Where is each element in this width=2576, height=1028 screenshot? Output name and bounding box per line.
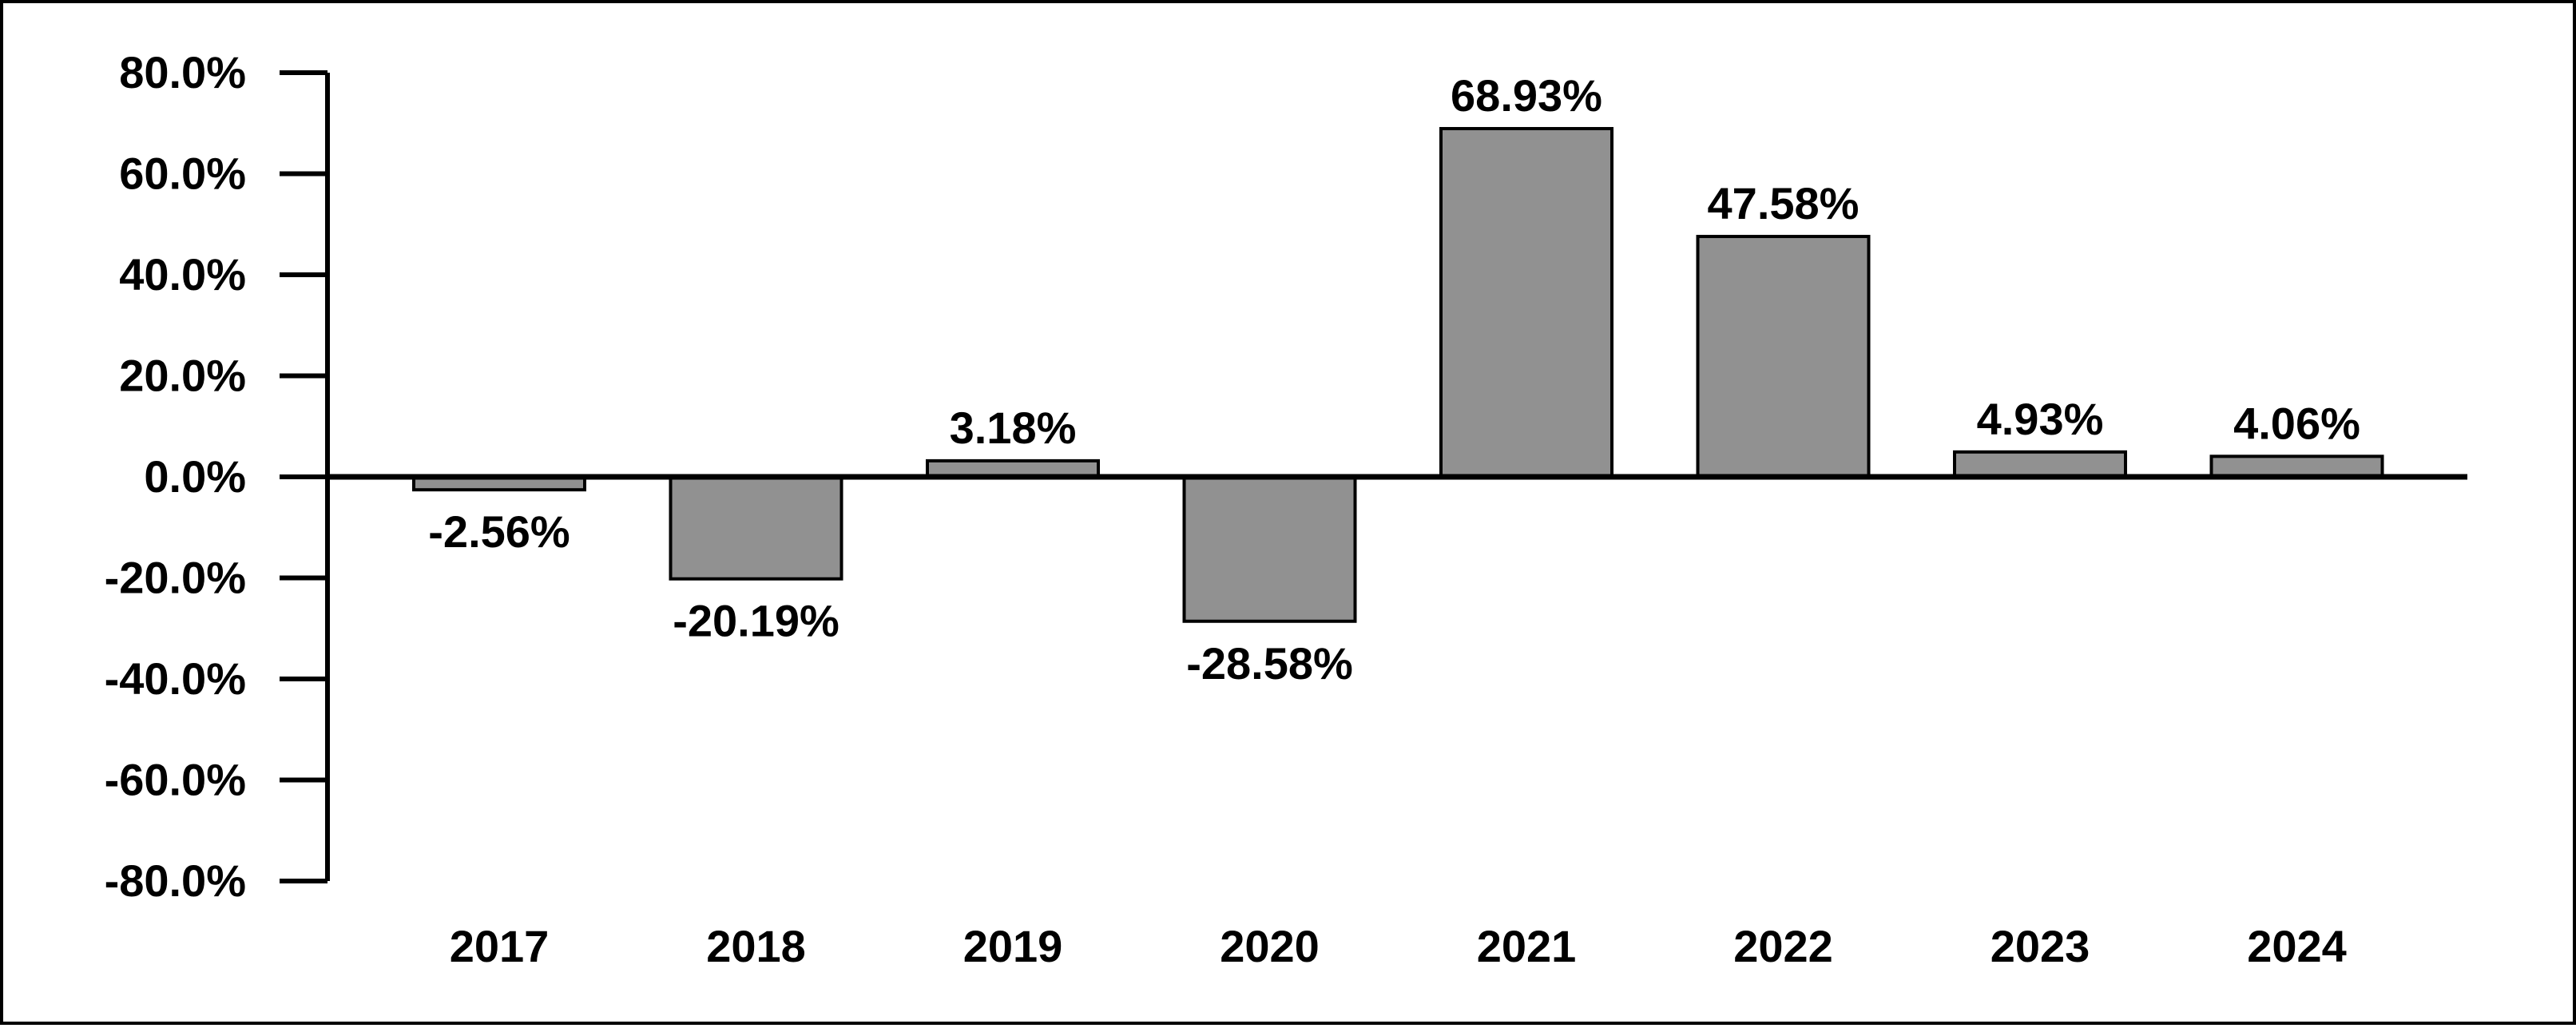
bars bbox=[412, 127, 2384, 623]
data-label-2021: 68.93% bbox=[1451, 70, 1602, 121]
x-tick-label-2018: 2018 bbox=[706, 921, 806, 971]
y-axis: 80.0% 60.0% 40.0% 20.0% 0.0% -20.0% -40.0% -60.… bbox=[105, 47, 330, 906]
bar-2024 bbox=[2209, 454, 2384, 478]
data-labels: -2.56% -20.19% 3.18% -28.58% 68.93% 47.58% 4.9… bbox=[428, 70, 2360, 689]
x-tick-label-2024: 2024 bbox=[2247, 921, 2347, 971]
y-tick-label: -20.0% bbox=[105, 553, 246, 603]
y-tick-label: -80.0% bbox=[105, 855, 246, 906]
data-label-2024: 4.06% bbox=[2233, 398, 2360, 448]
y-tick-label: 40.0% bbox=[119, 249, 246, 300]
bar-2020 bbox=[1182, 475, 1357, 623]
x-tick-label-2022: 2022 bbox=[1733, 921, 1833, 971]
x-axis-labels: 2017 2018 2019 2020 2021 2022 2023 2024 bbox=[450, 921, 2347, 971]
y-tick-label: 20.0% bbox=[119, 351, 246, 401]
bar-2023 bbox=[1953, 450, 2127, 478]
data-label-2020: -28.58% bbox=[1186, 638, 1353, 689]
bar-2018 bbox=[669, 475, 843, 581]
data-label-2019: 3.18% bbox=[950, 403, 1077, 453]
data-label-2018: -20.19% bbox=[673, 596, 839, 646]
x-tick-label-2023: 2023 bbox=[1991, 921, 2090, 971]
y-tick-label: 0.0% bbox=[144, 451, 246, 502]
y-tick-label: -60.0% bbox=[105, 755, 246, 805]
data-label-2022: 47.58% bbox=[1708, 178, 1860, 228]
bar-2021 bbox=[1439, 127, 1613, 478]
y-tick-label: -40.0% bbox=[105, 653, 246, 704]
x-tick-label-2021: 2021 bbox=[1477, 921, 1577, 971]
x-tick-label-2020: 2020 bbox=[1220, 921, 1320, 971]
data-label-2017: -2.56% bbox=[428, 506, 570, 557]
x-tick-label-2017: 2017 bbox=[450, 921, 550, 971]
y-tick-label: 80.0% bbox=[119, 47, 246, 97]
bar-2022 bbox=[1696, 235, 1871, 478]
data-label-2023: 4.93% bbox=[1977, 394, 2104, 444]
x-tick-label-2019: 2019 bbox=[963, 921, 1063, 971]
bar-chart: 80.0% 60.0% 40.0% 20.0% 0.0% -20.0% -40.0% -60.… bbox=[105, 47, 2467, 971]
y-tick-label: 60.0% bbox=[119, 149, 246, 199]
